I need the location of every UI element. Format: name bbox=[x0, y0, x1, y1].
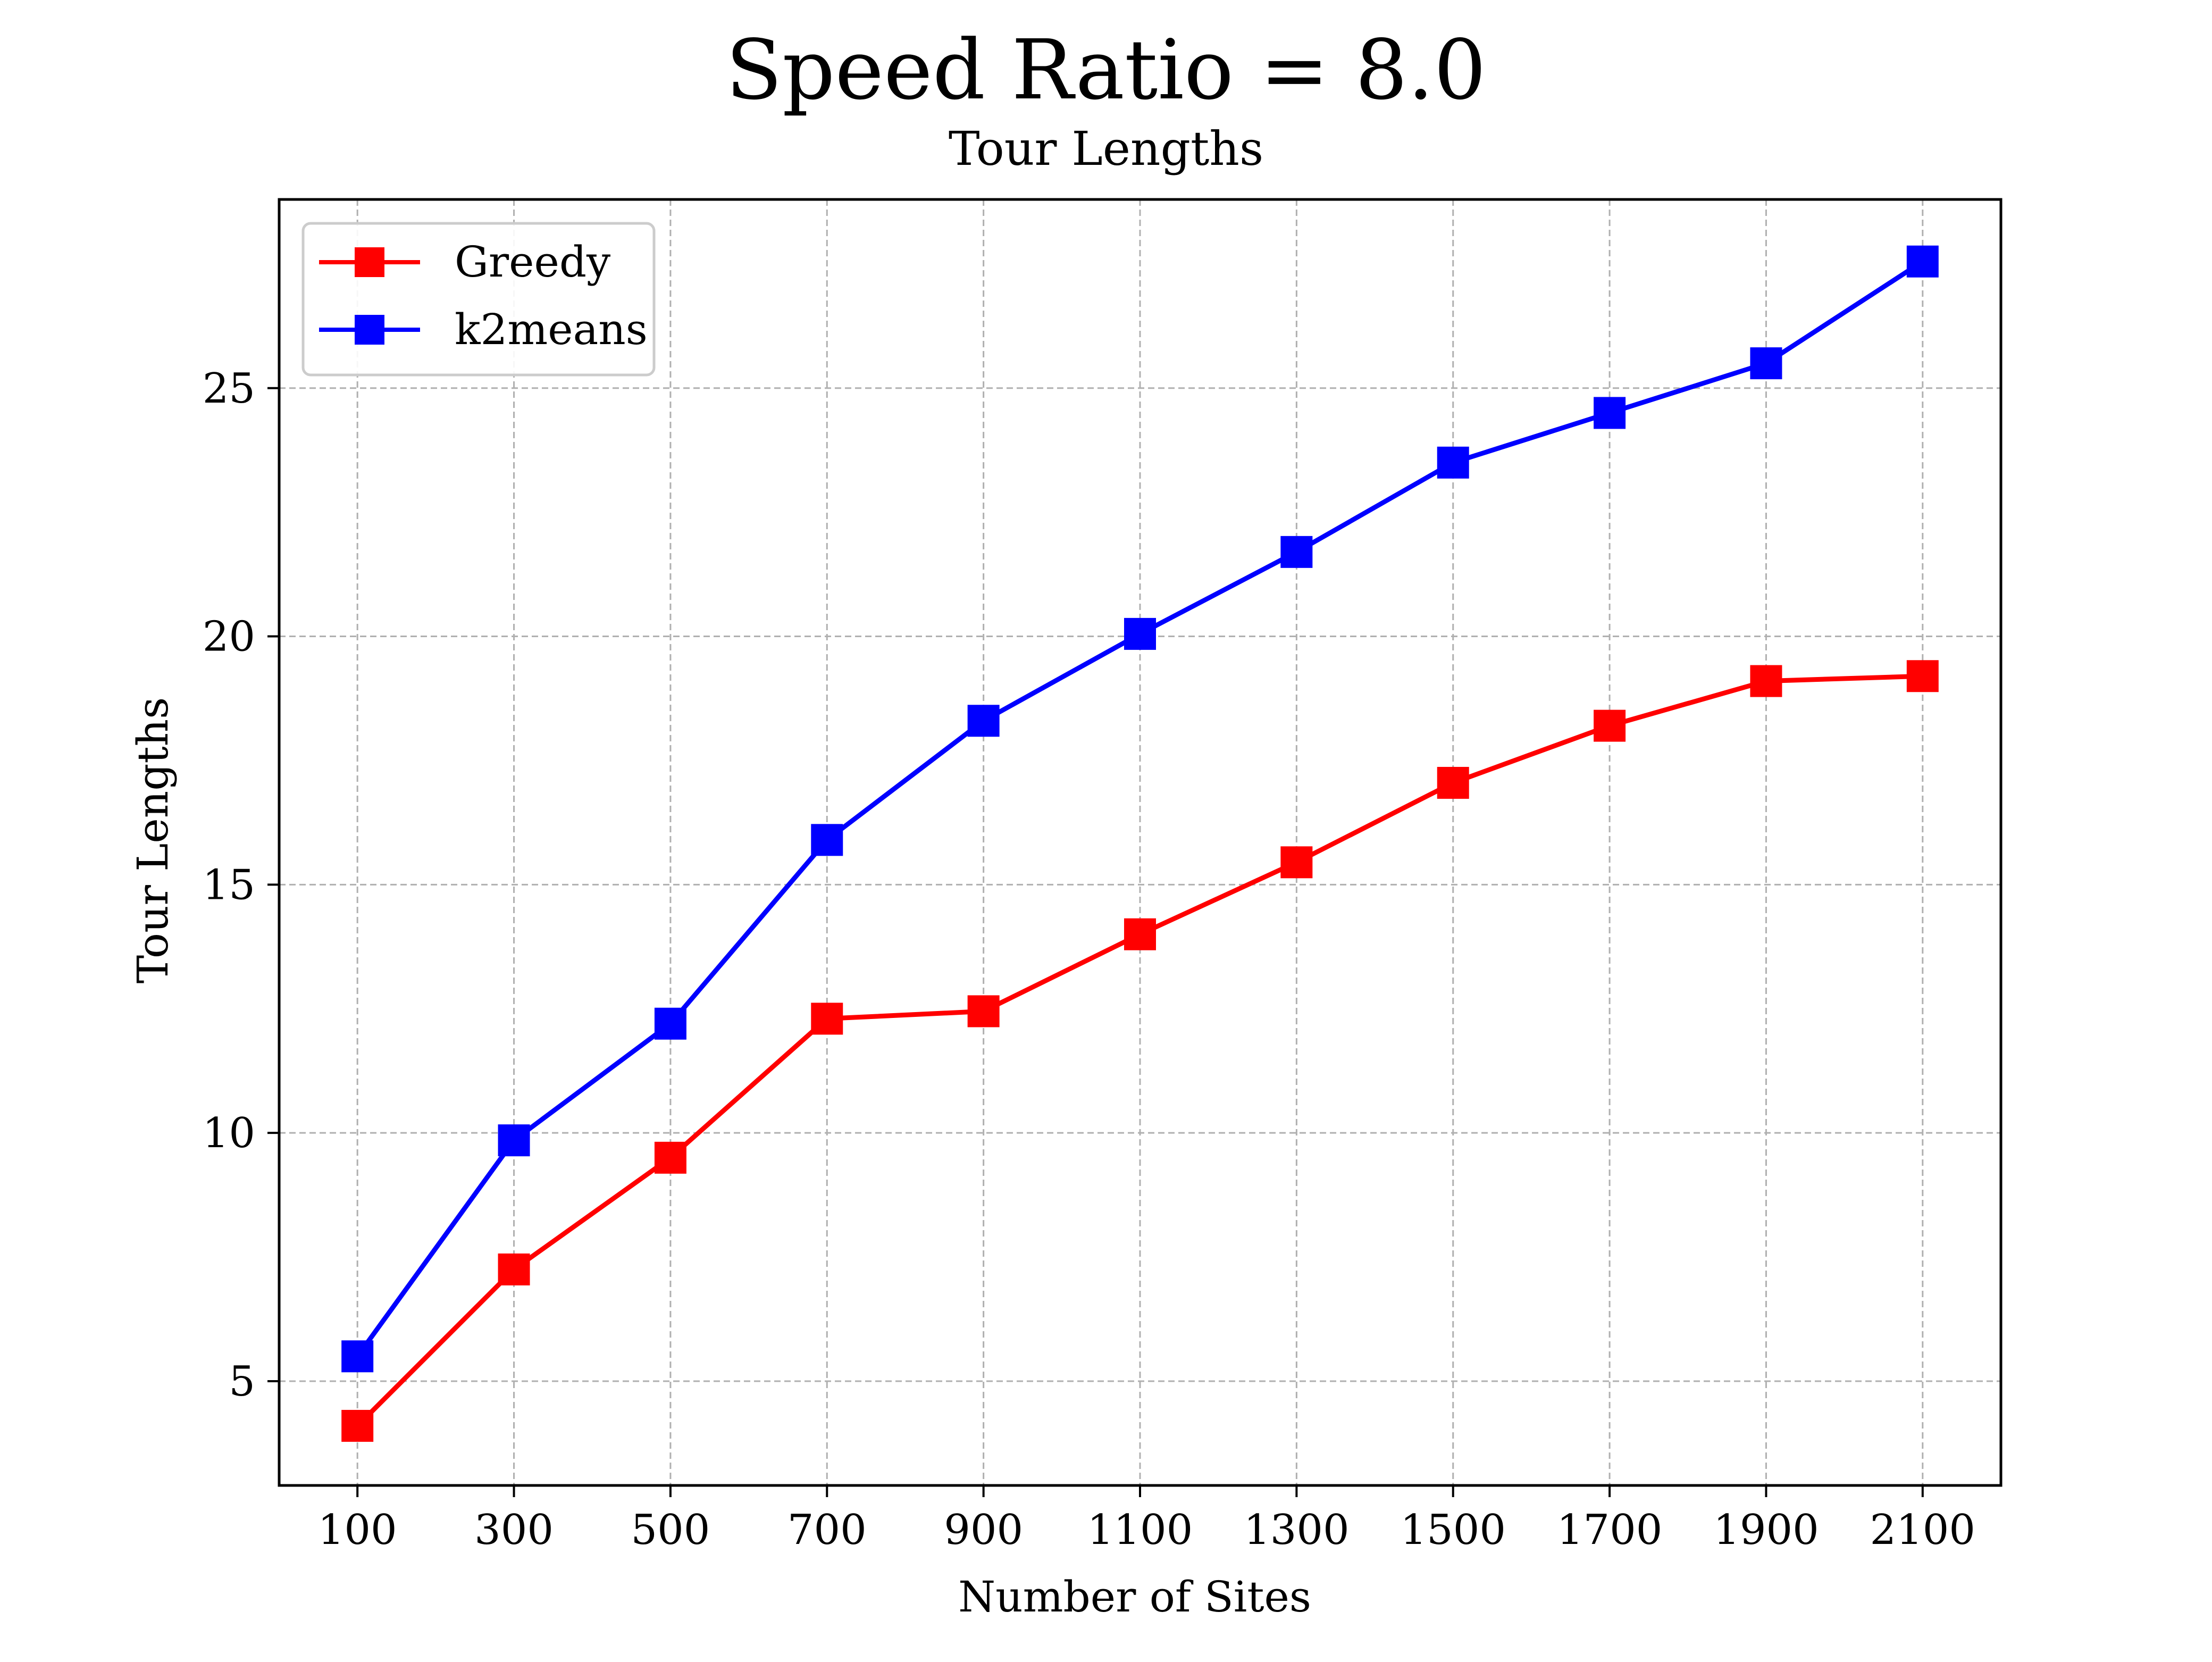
plot-frame bbox=[278, 198, 2002, 1487]
x-tick-label: 700 bbox=[787, 1506, 867, 1554]
data-point-greedy bbox=[967, 995, 1000, 1028]
y-tick-label: 5 bbox=[229, 1358, 255, 1406]
data-point-greedy bbox=[1437, 766, 1469, 799]
x-tick-label: 1500 bbox=[1400, 1506, 1506, 1554]
y-tick-label: 25 bbox=[203, 365, 255, 413]
data-point-k2means bbox=[1280, 536, 1313, 568]
y-tick-label: 15 bbox=[203, 861, 255, 909]
data-point-greedy bbox=[498, 1253, 530, 1285]
x-tick-label: 1900 bbox=[1713, 1506, 1819, 1554]
data-point-k2means bbox=[654, 1007, 686, 1040]
data-point-greedy bbox=[341, 1409, 374, 1442]
data-point-greedy bbox=[1124, 918, 1156, 950]
x-tick-label: 300 bbox=[474, 1506, 554, 1554]
series bbox=[341, 245, 1939, 1442]
data-point-k2means bbox=[498, 1124, 530, 1157]
y-tick-label: 10 bbox=[203, 1109, 255, 1157]
data-point-k2means bbox=[1594, 397, 1626, 429]
data-point-greedy bbox=[1750, 665, 1782, 697]
data-point-k2means bbox=[811, 824, 843, 856]
legend-label-k2means: k2means bbox=[455, 305, 648, 354]
data-point-greedy bbox=[1280, 846, 1313, 879]
x-tick-label: 1300 bbox=[1244, 1506, 1350, 1554]
legend-entry-greedy: Greedy bbox=[319, 237, 610, 287]
data-point-k2means bbox=[967, 705, 1000, 737]
y-axis-label: Tour Lengths bbox=[128, 697, 178, 983]
x-tick-label: 900 bbox=[944, 1506, 1023, 1554]
data-point-greedy bbox=[654, 1141, 686, 1174]
chart-title: Speed Ratio = 8.0 bbox=[726, 22, 1486, 118]
data-point-k2means bbox=[1437, 446, 1469, 479]
x-tick-label: 100 bbox=[318, 1506, 397, 1554]
chart-subtitle: Tour Lengths bbox=[949, 121, 1263, 176]
x-tick-label: 500 bbox=[631, 1506, 710, 1554]
x-tick-label: 1700 bbox=[1557, 1506, 1663, 1554]
legend-entry-k2means: k2means bbox=[319, 305, 648, 354]
legend-marker-k2means bbox=[355, 315, 384, 345]
data-point-k2means bbox=[1124, 617, 1156, 650]
ticks: 100 300 500 700 900 1100 1300 1500 1700 1900 2100 5… bbox=[203, 365, 1975, 1554]
data-point-k2means bbox=[1750, 347, 1782, 380]
x-axis-label: Number of Sites bbox=[958, 1572, 1311, 1622]
x-tick-label: 1100 bbox=[1087, 1506, 1193, 1554]
legend-label-greedy: Greedy bbox=[455, 237, 610, 287]
data-point-greedy bbox=[1906, 660, 1939, 692]
x-tick-label: 2100 bbox=[1870, 1506, 1976, 1554]
legend-marker-greedy bbox=[355, 247, 384, 277]
y-tick-label: 20 bbox=[203, 613, 255, 661]
data-point-greedy bbox=[1594, 709, 1626, 742]
data-point-k2means bbox=[1906, 245, 1939, 278]
data-point-greedy bbox=[811, 1003, 843, 1035]
legend: Greedy k2means bbox=[301, 222, 656, 377]
data-point-k2means bbox=[341, 1340, 374, 1373]
